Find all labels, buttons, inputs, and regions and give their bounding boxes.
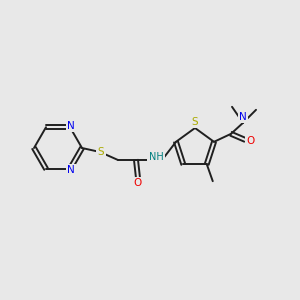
Text: N: N <box>67 121 75 131</box>
Text: O: O <box>134 178 142 188</box>
Text: S: S <box>98 147 104 157</box>
Text: NH: NH <box>148 152 164 162</box>
Text: S: S <box>192 117 198 127</box>
Text: N: N <box>239 112 247 122</box>
Text: O: O <box>246 136 254 146</box>
Text: N: N <box>67 165 75 175</box>
